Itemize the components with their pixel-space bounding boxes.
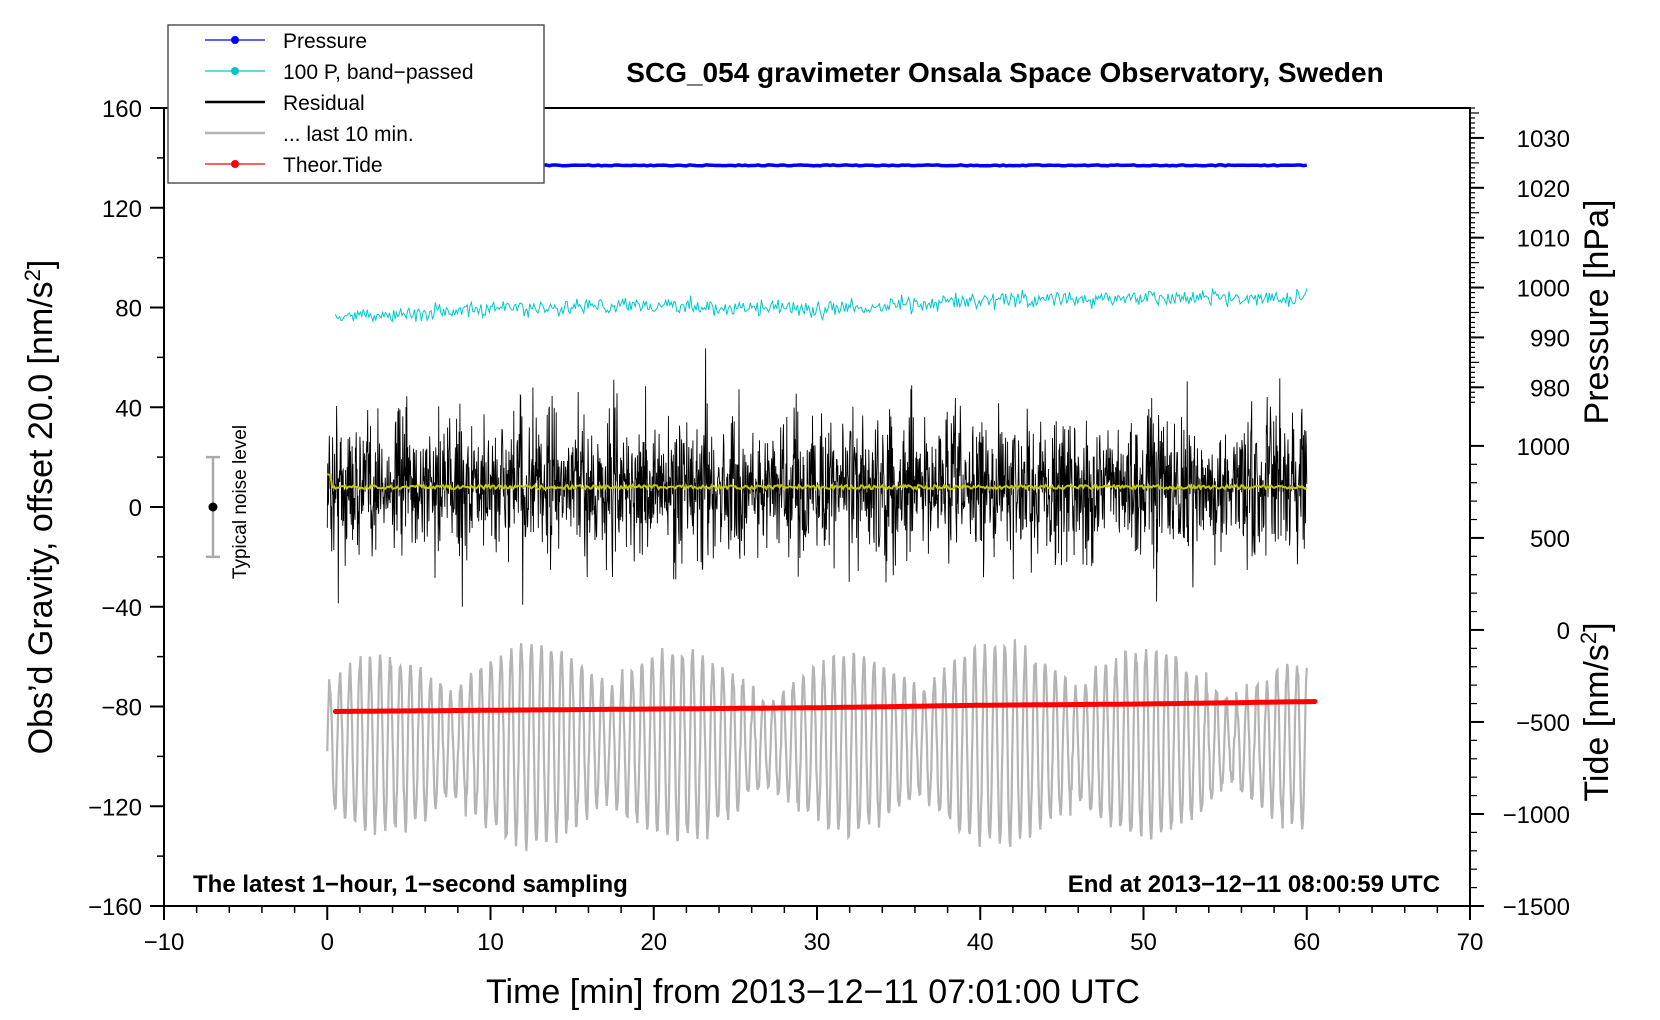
pressure-tick-label: 1030: [1517, 126, 1570, 153]
legend-label: ... last 10 min.: [283, 123, 414, 146]
tide-tick-label: −1500: [1503, 894, 1570, 921]
tide-tick-labels: −1500 −1000 −500 0 500 1000: [1503, 434, 1570, 921]
x-axis-title: Time [min] from 2013−12−11 07:01:00 UTC: [486, 973, 1140, 1011]
y-axis-title-tide-end: ]: [1578, 622, 1616, 631]
x-tick-label: −10: [144, 929, 185, 956]
series-last-10-min: [326, 639, 1308, 852]
tide-tick-label: −500: [1516, 710, 1570, 737]
x-tick-label: 70: [1457, 929, 1484, 956]
series-theor-tide: [332, 699, 1318, 714]
y-axis-title-tide: Tide [nm/s2]: [1576, 622, 1616, 801]
series-smoothed-residual: [327, 473, 1308, 491]
y-tick-labels-left: −160 −120 −80 −40 0 40 80 120 160: [88, 96, 142, 921]
pressure-tick-labels: 980 990 1000 1010 1020 1030: [1517, 126, 1570, 402]
y-axis-title-left-main: Obs’d Gravity, offset 20.0 [nm/s: [22, 281, 60, 754]
y-axis-title-tide-main: Tide [nm/s: [1578, 644, 1616, 801]
y-tick-label: 0: [129, 495, 142, 522]
legend-marker: [231, 67, 239, 75]
legend: Pressure 100 P, band−passed Residual ... la…: [167, 24, 545, 184]
legend-label: 100 P, band−passed: [283, 61, 474, 84]
smoothed-residual-line: [327, 473, 1308, 491]
noise-bar: [205, 455, 220, 559]
legend-marker: [231, 160, 239, 168]
x-tick-label: 10: [477, 929, 504, 956]
residual-line: [326, 348, 1308, 607]
pressure-tick-label: 980: [1530, 375, 1570, 402]
band-passed-line: [334, 288, 1308, 324]
legend-label: Residual: [283, 92, 365, 115]
noise-label: Typical noise level: [230, 425, 251, 579]
x-tick-label: 60: [1293, 929, 1320, 956]
tick-marks: [150, 107, 1484, 920]
y-tick-label: −80: [101, 695, 142, 722]
tide-tick-label: 1000: [1517, 434, 1570, 461]
legend-label: Theor.Tide: [283, 154, 383, 177]
x-tick-labels: −10 0 10 20 30 40 50 60 70: [144, 929, 1484, 956]
y-tick-label: 120: [102, 196, 142, 223]
series-residual: [326, 348, 1308, 607]
x-tick-label: 0: [321, 929, 334, 956]
series-band-passed: [334, 288, 1308, 324]
y-tick-label: −40: [101, 595, 142, 622]
pressure-tick-label: 1020: [1517, 176, 1570, 203]
legend-box: [167, 24, 545, 184]
last-10-min-line: [326, 639, 1308, 852]
chart-title: SCG_054 gravimeter Onsala Space Observat…: [626, 57, 1383, 88]
y-tick-label: −120: [88, 794, 142, 821]
annotation-end-time: End at 2013−12−11 08:00:59 UTC: [1068, 871, 1440, 898]
x-tick-label: 20: [640, 929, 667, 956]
tide-tick-label: 500: [1530, 526, 1570, 553]
y-axis-title-left: Obs’d Gravity, offset 20.0 [nm/s2]: [20, 260, 60, 755]
y-axis-title-left-sup: 2: [20, 269, 45, 281]
y-axis-title-pressure: Pressure [hPa]: [1578, 200, 1616, 425]
x-tick-label: 50: [1130, 929, 1157, 956]
pressure-tick-label: 1000: [1517, 276, 1570, 303]
theor-tide-line: [332, 699, 1318, 714]
annotation-sampling: The latest 1−hour, 1−second sampling: [193, 871, 628, 898]
tide-tick-label: 0: [1557, 618, 1570, 645]
x-tick-label: 40: [967, 929, 994, 956]
pressure-tick-label: 990: [1530, 325, 1570, 352]
legend-marker: [231, 36, 239, 44]
y-tick-label: 160: [102, 96, 142, 123]
y-axis-title-left-end: ]: [22, 260, 60, 269]
y-tick-label: −160: [88, 894, 142, 921]
x-tick-label: 30: [804, 929, 831, 956]
y-axis-title-tide-sup: 2: [1576, 632, 1601, 644]
y-tick-label: 80: [115, 296, 142, 323]
pressure-tick-label: 1010: [1517, 226, 1570, 253]
y-tick-label: 40: [115, 395, 142, 422]
noise-bar-center: [208, 502, 218, 512]
legend-label: Pressure: [283, 30, 367, 53]
tide-tick-label: −1000: [1503, 802, 1570, 829]
